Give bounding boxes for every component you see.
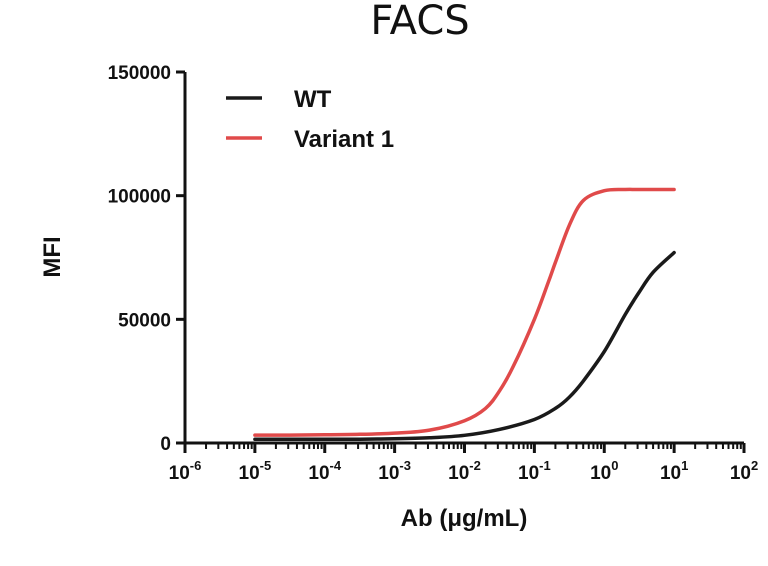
x-tick-label: 10-6 xyxy=(169,458,202,484)
x-tick-label: 102 xyxy=(730,458,758,484)
series-line-1 xyxy=(253,187,676,437)
x-tick-label: 10-3 xyxy=(378,458,411,484)
series-line-0 xyxy=(253,250,676,442)
x-tick-label: 101 xyxy=(660,458,688,484)
x-tick-label: 10-4 xyxy=(308,458,341,484)
x-tick-label: 100 xyxy=(590,458,618,484)
x-tick-label: 10-1 xyxy=(518,458,551,484)
y-tick-label: 100000 xyxy=(108,187,171,208)
legend-label-0: WT xyxy=(294,86,332,113)
axes xyxy=(183,72,744,445)
y-ticks: 0 50000 100000 150000 xyxy=(108,63,185,455)
y-axis-label: MFI xyxy=(39,236,66,277)
y-tick-label: 50000 xyxy=(118,310,171,331)
y-tick-label: 0 xyxy=(160,434,171,455)
x-tick-label: 10-5 xyxy=(239,458,272,484)
chart-title: FACS xyxy=(370,0,469,44)
y-tick-label: 150000 xyxy=(108,63,171,84)
x-ticks: 10-6 10-5 10-4 10-3 10-2 10-1 100 101 102 xyxy=(169,443,758,484)
legend-label-1: Variant 1 xyxy=(294,126,394,153)
x-axis-label: Ab (μg/mL) xyxy=(401,505,528,532)
legend: WT Variant 1 xyxy=(226,86,394,153)
x-tick-label: 10-2 xyxy=(448,458,481,484)
series-layer xyxy=(253,187,676,442)
